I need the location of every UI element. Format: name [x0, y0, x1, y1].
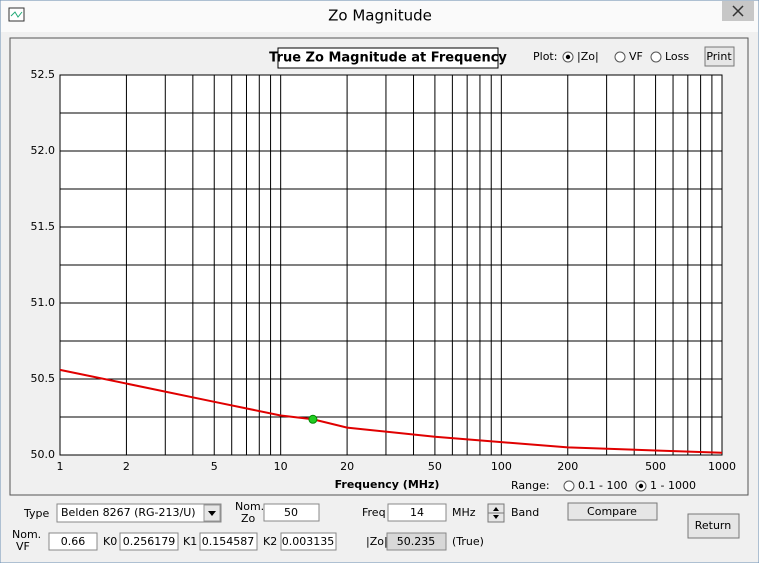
- freq-input[interactable]: [387, 503, 447, 522]
- spin-icons: [493, 507, 499, 519]
- x-tick-label: 50: [428, 460, 442, 473]
- radio-dot: [565, 54, 571, 60]
- k2-value: 0.003135: [282, 535, 335, 548]
- x-tick-label: 100: [491, 460, 512, 473]
- k0-input[interactable]: [119, 532, 179, 551]
- close-icon: [732, 5, 744, 17]
- radio-button[interactable]: [563, 480, 575, 492]
- app-icon-graph: [10, 11, 23, 18]
- radio-button[interactable]: [614, 51, 626, 63]
- freq-value: 14: [410, 506, 424, 519]
- x-tick-label: 1000: [708, 460, 736, 473]
- chart-title-box: [277, 47, 499, 69]
- radio-label: |Zo|: [577, 50, 599, 63]
- radio-dot: [638, 483, 644, 489]
- y-tick-label: 51.5: [31, 220, 56, 233]
- print-button[interactable]: [704, 46, 735, 67]
- range-label: Range:: [511, 479, 550, 492]
- compare-button[interactable]: [567, 502, 658, 521]
- freq-unit: MHz: [452, 506, 476, 519]
- nom-vf-input[interactable]: [48, 532, 98, 551]
- type-combo[interactable]: [56, 503, 222, 523]
- nom-zo-value: 50: [284, 506, 298, 519]
- x-tick-label: 20: [340, 460, 354, 473]
- y-tick-label: 50.0: [31, 448, 56, 461]
- nom-vf-value: 0.66: [61, 535, 86, 548]
- x-tick-label: 2: [123, 460, 130, 473]
- combo-arrow-icon: [208, 511, 216, 516]
- nom-zo-input[interactable]: [263, 503, 320, 522]
- nom-zo-label: Nom.: [235, 500, 264, 513]
- k1-value: 0.154587: [202, 535, 255, 548]
- chart-title: True Zo Magnitude at Frequency: [269, 51, 507, 66]
- nom-zo-label: Zo: [241, 512, 256, 525]
- window-title: Zo Magnitude: [328, 7, 432, 25]
- x-tick-label: 5: [211, 460, 218, 473]
- radio-label: 1 - 1000: [650, 479, 696, 492]
- zo-value: 50.235: [397, 535, 436, 548]
- x-tick-label: 500: [645, 460, 666, 473]
- plot-label: Plot:: [533, 50, 557, 63]
- zo-output: [386, 532, 447, 551]
- band-label: Band: [511, 506, 539, 519]
- zo-note: (True): [452, 535, 484, 548]
- k1-input[interactable]: [199, 532, 258, 551]
- nom-vf-label: VF: [16, 540, 30, 553]
- return-button-label: Return: [695, 519, 732, 532]
- radio-label: Loss: [665, 50, 689, 63]
- k2-label: K2: [263, 535, 277, 548]
- frequency-marker: [308, 414, 318, 424]
- title-bar: [1, 1, 758, 32]
- k1-label: K1: [183, 535, 197, 548]
- radio-label: VF: [629, 50, 643, 63]
- compare-button-label: Compare: [587, 505, 637, 518]
- return-button[interactable]: [687, 513, 740, 539]
- k2-input[interactable]: [280, 532, 337, 551]
- nom-vf-label: Nom.: [12, 528, 41, 541]
- type-value: Belden 8267 (RG-213/U): [61, 506, 196, 519]
- print-button-label: Print: [706, 50, 732, 63]
- x-tick-label: 200: [557, 460, 578, 473]
- y-tick-label: 50.5: [31, 372, 56, 385]
- type-label: Type: [23, 507, 49, 520]
- zo-label: |Zo|: [366, 535, 388, 548]
- y-tick-label: 52.0: [31, 144, 56, 157]
- k0-label: K0: [103, 535, 117, 548]
- y-tick-label: 52.5: [31, 68, 56, 81]
- x-tick-label: 1: [57, 460, 64, 473]
- data-line: [59, 368, 723, 454]
- x-axis-label: Frequency (MHz): [335, 478, 440, 491]
- y-tick-label: 51.0: [31, 296, 56, 309]
- k0-value: 0.256179: [123, 535, 176, 548]
- radio-label: 0.1 - 100: [578, 479, 627, 492]
- radio-button[interactable]: [650, 51, 662, 63]
- x-tick-label: 10: [274, 460, 288, 473]
- freq-label: Freq: [362, 506, 386, 519]
